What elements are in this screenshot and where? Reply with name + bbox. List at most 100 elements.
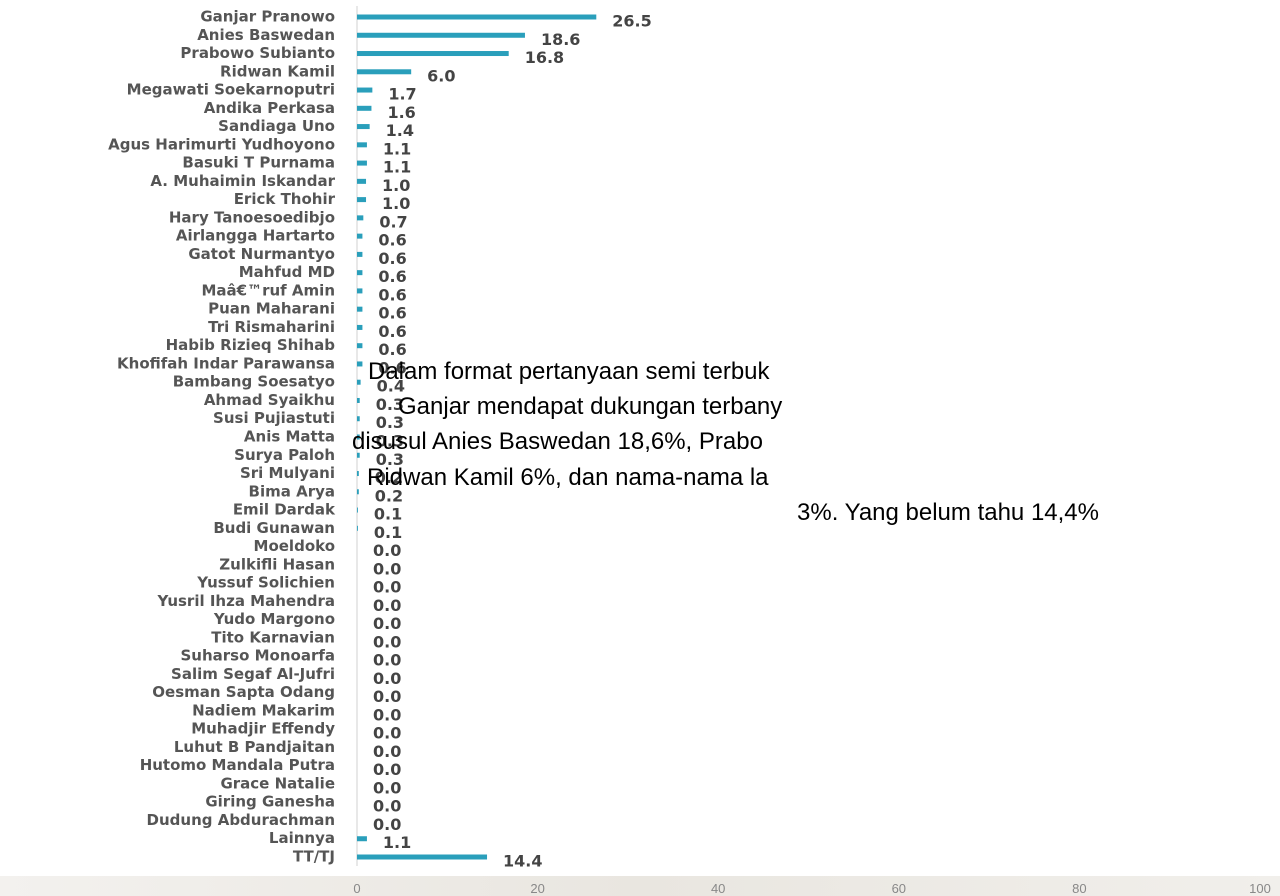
bar [357, 87, 373, 93]
category-label: Moeldoko [254, 537, 335, 555]
value-label: 0.0 [373, 578, 401, 597]
bar [357, 233, 363, 239]
value-label: 0.0 [373, 651, 401, 670]
value-label: 0.3 [376, 413, 404, 432]
value-label: 0.3 [376, 450, 404, 469]
category-label: Prabowo Subianto [180, 44, 335, 62]
value-label: 0.3 [376, 432, 404, 451]
value-label: 0.6 [378, 231, 406, 250]
value-label: 0.3 [376, 395, 404, 414]
bar [357, 379, 361, 385]
x-tick-label: 100 [1249, 881, 1271, 896]
value-label: 6.0 [427, 66, 455, 85]
value-label: 0.0 [373, 687, 401, 706]
value-label: 1.0 [382, 176, 410, 195]
category-label: Oesman Sapta Odang [152, 683, 335, 701]
annotation-line: Dalam format pertanyaan semi terbuk [368, 358, 771, 385]
value-label: 14.4 [503, 852, 542, 871]
category-label: Anis Matta [244, 428, 335, 446]
category-label: Surya Paloh [234, 446, 335, 464]
value-label: 18.6 [541, 30, 580, 49]
category-label: Yussuf Solichien [196, 574, 335, 592]
category-label: Grace Natalie [220, 774, 335, 792]
category-label: Andika Perkasa [204, 99, 335, 117]
x-tick-label: 60 [892, 881, 906, 896]
bar [357, 416, 360, 422]
value-label: 1.1 [383, 139, 411, 158]
category-label: Mahfud MD [239, 263, 335, 281]
category-label: Ahmad Syaikhu [204, 391, 335, 409]
value-label: 1.1 [383, 158, 411, 177]
category-label: Yusril Ihza Mahendra [157, 592, 335, 610]
bar [357, 197, 367, 203]
value-label: 0.0 [373, 705, 401, 724]
category-label: Luhut B Pandjaitan [174, 738, 335, 756]
category-label: Emil Dardak [233, 501, 336, 519]
category-label: Bima Arya [249, 482, 335, 500]
category-label: A. Muhaimin Iskandar [150, 172, 335, 190]
bar [357, 251, 363, 257]
footer-strip [0, 876, 1280, 896]
bar [357, 124, 370, 130]
annotation-line: 3%. Yang belum tahu 14,4% [797, 499, 1099, 526]
value-label: 0.6 [378, 322, 406, 341]
x-tick-label: 0 [353, 881, 360, 896]
category-label: Salim Segaf Al-Jufri [171, 665, 335, 683]
value-label: 0.6 [378, 340, 406, 359]
category-label: Dudung Abdurachman [147, 811, 335, 829]
value-label: 0.0 [373, 797, 401, 816]
value-label: 0.4 [377, 377, 405, 396]
bar [357, 51, 509, 57]
category-label: Muhadjir Effendy [191, 720, 335, 738]
value-label: 0.0 [373, 614, 401, 633]
value-label: 0.1 [374, 505, 402, 524]
value-label: 0.7 [379, 212, 407, 231]
bar [357, 434, 360, 440]
bar [357, 397, 360, 403]
bar [357, 142, 367, 148]
bar [357, 836, 367, 842]
bar [357, 306, 363, 312]
category-label: Ganjar Pranowo [200, 8, 335, 26]
value-label: 0.0 [373, 632, 401, 651]
value-label: 0.0 [373, 724, 401, 743]
bar [357, 270, 363, 276]
value-label: 26.5 [612, 12, 651, 31]
category-label: Habib Rizieq Shihab [166, 336, 336, 354]
bar [357, 489, 359, 495]
bar [357, 471, 359, 477]
category-label: Megawati Soekarnoputri [127, 81, 335, 99]
value-label: 0.0 [373, 669, 401, 688]
value-label: 0.1 [374, 523, 402, 542]
category-label: TT/TJ [293, 848, 335, 866]
category-label: Sri Mulyani [240, 464, 335, 482]
category-label: Puan Maharani [208, 300, 335, 318]
bar [357, 160, 367, 166]
bar [357, 14, 597, 20]
category-label: Maâ€™ruf Amin [202, 281, 336, 299]
bar [357, 361, 363, 367]
category-label: Hutomo Mandala Putra [140, 756, 335, 774]
value-label: 1.4 [386, 121, 414, 140]
value-label: 0.6 [378, 249, 406, 268]
value-label: 0.0 [373, 541, 401, 560]
value-label: 0.6 [378, 285, 406, 304]
bar [357, 452, 360, 458]
value-label: 0.2 [375, 486, 403, 505]
category-label: Suharso Monoarfa [180, 647, 335, 665]
bar [357, 507, 358, 513]
value-label: 0.6 [378, 304, 406, 323]
value-label: 0.0 [373, 596, 401, 615]
value-label: 0.0 [373, 559, 401, 578]
bar [357, 105, 372, 111]
category-label: Tito Karnavian [211, 628, 335, 646]
bar [357, 215, 364, 221]
annotation-line: disusul Anies Baswedan 18,6%, Prabo [352, 428, 763, 455]
category-label: Lainnya [269, 829, 335, 847]
value-label: 1.0 [382, 194, 410, 213]
value-label: 0.6 [378, 267, 406, 286]
value-label: 1.1 [383, 833, 411, 852]
category-label: Yudo Margono [213, 610, 335, 628]
